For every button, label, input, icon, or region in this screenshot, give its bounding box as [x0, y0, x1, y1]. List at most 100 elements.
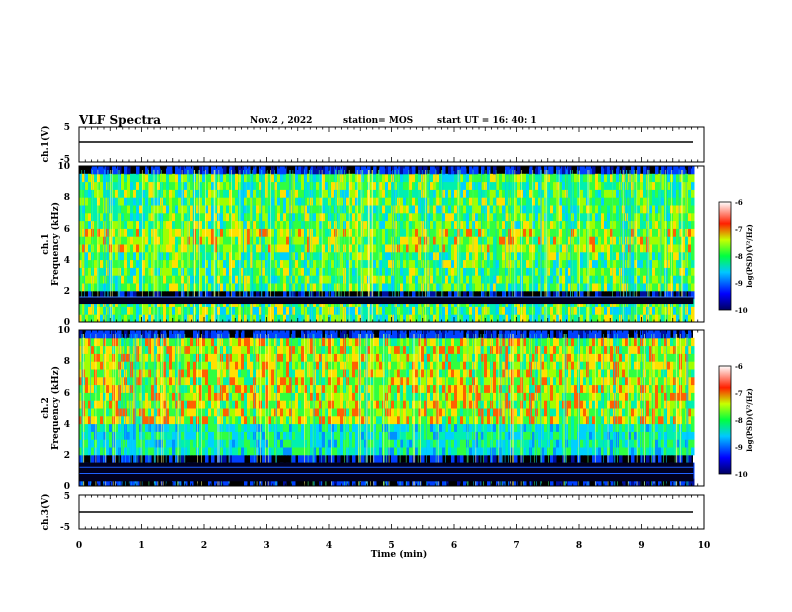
spectrogram-cell — [466, 181, 470, 190]
spectrogram-cell — [655, 228, 659, 237]
spectrogram-cell — [664, 267, 668, 276]
spectrogram-cell — [616, 197, 620, 206]
spectrogram-cell — [538, 197, 542, 206]
spectrogram-cell — [649, 236, 653, 245]
spectrogram-cell — [106, 353, 110, 362]
spectrogram-cell — [85, 236, 89, 245]
spectrogram-cell — [280, 205, 284, 214]
spectrogram-cell — [595, 290, 599, 300]
spectrogram-cell — [568, 314, 572, 323]
spectrogram-cell — [325, 306, 329, 315]
spectrogram-cell — [652, 181, 656, 190]
spectrogram-cell — [496, 189, 500, 198]
spectrogram-cell — [157, 400, 161, 409]
spectrogram-cell — [244, 283, 248, 292]
spectrogram-cell — [376, 259, 380, 268]
spectrogram-cell — [685, 220, 689, 229]
spectrogram-cell — [166, 384, 170, 393]
spectrogram-cell — [499, 244, 503, 253]
spectrogram-cell — [118, 244, 122, 253]
spectrogram-cell — [562, 290, 566, 300]
spectrogram-cell — [313, 251, 317, 261]
spectrogram-cell — [553, 244, 557, 253]
spectrogram-cell — [595, 275, 599, 284]
spectrogram-cell — [526, 236, 530, 245]
spectrogram-cell — [256, 228, 260, 237]
spectrogram-cell — [604, 236, 608, 245]
spectrogram-cell — [259, 306, 263, 315]
spectrogram-cell — [148, 431, 152, 440]
spectrogram-cell — [682, 166, 686, 175]
spectrogram-cell — [244, 251, 248, 261]
spectrogram-cell — [154, 267, 158, 276]
spectrogram-cell — [496, 259, 500, 268]
spectrogram-cell — [508, 314, 512, 323]
spectrogram-cell — [502, 205, 506, 214]
spectrogram-cell — [580, 314, 584, 323]
spectrogram-cell — [133, 400, 137, 409]
spectrogram-cell — [364, 244, 368, 253]
spectrogram-cell — [115, 259, 119, 268]
spectrogram-cell — [538, 212, 542, 222]
spectrogram-cell — [142, 244, 146, 253]
spectrogram-cell — [448, 314, 452, 323]
spectrogram-cell — [514, 212, 518, 222]
spectrogram-cell — [193, 259, 197, 268]
spectrogram-cell — [532, 220, 536, 229]
spectrogram-cell — [265, 267, 269, 276]
spectrogram-cell — [616, 181, 620, 190]
spectrogram-cell — [298, 205, 302, 214]
spectrogram-cell — [163, 369, 167, 378]
spectrogram-cell — [220, 173, 224, 183]
spectrogram-cell — [193, 220, 197, 229]
spectrogram-cell — [643, 236, 647, 245]
spectrogram-cell — [85, 251, 89, 261]
spectrogram-cell — [508, 236, 512, 245]
spectrogram-cell — [463, 251, 467, 261]
spectrogram-cell — [190, 212, 194, 222]
spectrogram-cell — [112, 353, 116, 362]
spectrogram-cell — [307, 267, 311, 276]
spectrogram-cell — [223, 259, 227, 268]
spectrogram-cell — [478, 275, 482, 284]
spectrogram-cell — [220, 228, 224, 237]
spectrogram-cell — [220, 189, 224, 198]
spectrogram-cell — [649, 306, 653, 315]
spectrogram-cell — [121, 212, 125, 222]
spectrogram-cell — [514, 197, 518, 206]
spectrogram-cell — [604, 173, 608, 183]
spectrogram-cell — [268, 212, 272, 222]
spectrogram-cell — [385, 181, 389, 190]
spectrogram-cell — [658, 251, 662, 261]
spectrogram-cell — [97, 423, 101, 432]
spectrogram-cell — [388, 275, 392, 284]
spectrogram-cell — [613, 173, 617, 183]
spectrogram-cell — [532, 228, 536, 237]
spectrogram-cell — [304, 173, 308, 183]
spectrogram-cell — [148, 244, 152, 253]
spectrogram-cell — [232, 290, 236, 300]
spectrogram-cell — [112, 275, 116, 284]
spectrogram-cell — [127, 376, 131, 386]
spectrogram-cell — [454, 244, 458, 253]
spectrogram-cell — [85, 345, 89, 354]
spectrogram-cell — [295, 220, 299, 229]
spectrogram-cell — [100, 314, 104, 323]
spectrogram-cell — [580, 244, 584, 253]
spectrogram-cell — [253, 166, 257, 175]
spectrogram-cell — [169, 439, 173, 448]
spectrogram-cell — [403, 166, 407, 175]
spectrogram-cell — [115, 369, 119, 378]
spectrogram-cell — [193, 236, 197, 245]
spectrogram-cell — [547, 181, 551, 190]
spectrogram-cell — [151, 345, 155, 354]
spectrogram-cell — [553, 314, 557, 323]
spectrogram-cell — [604, 306, 608, 315]
spectrogram-cell — [502, 251, 506, 261]
spectrogram-cell — [550, 228, 554, 237]
spectrogram-cell — [601, 314, 605, 323]
spectrogram-cell — [649, 173, 653, 183]
spectrogram-cell — [142, 431, 146, 440]
spectrogram-cell — [115, 384, 119, 393]
spectrogram-cell — [658, 220, 662, 229]
